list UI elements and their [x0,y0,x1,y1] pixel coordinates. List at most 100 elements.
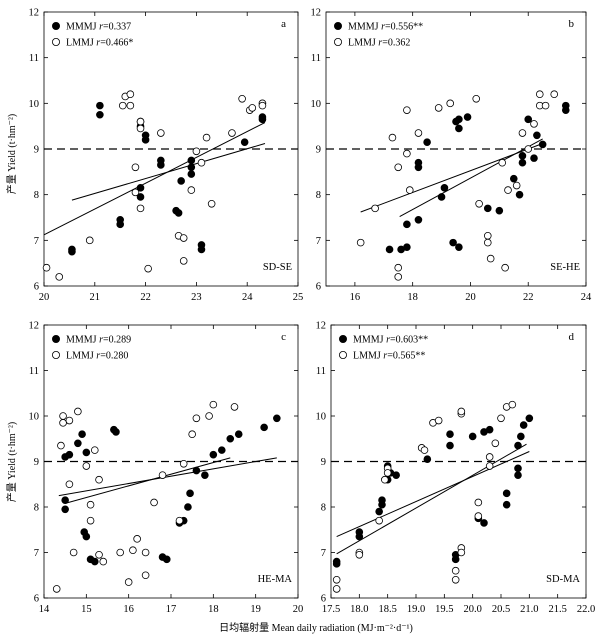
point-lmmj [248,104,257,112]
point-lmmj [355,550,364,559]
point-lmmj [144,264,152,273]
fit-line-lmmj [360,143,543,213]
y-tick-label: 9 [321,457,326,468]
point-lmmj [394,263,403,272]
point-lmmj [474,512,483,520]
x-tick-label: 18 [208,604,219,615]
point-mmmj [240,138,249,146]
point-lmmj [136,124,145,133]
point-lmmj [457,407,466,416]
point-mmmj [561,101,570,110]
x-tick-label: 19.0 [407,604,425,615]
point-mmmj [392,471,400,479]
x-axis-title: 日均辐射量 Mean daily radiation (MJ·m⁻²·d⁻¹) [219,621,413,634]
x-tick-label: 25 [293,292,304,303]
legend-label-lmmj: LMMJ r=0.466* [66,38,133,49]
point-mmmj [116,220,124,229]
point-mmmj [187,156,196,165]
y-tick-label: 7 [321,548,326,559]
point-mmmj [437,193,446,201]
point-lmmj [403,149,411,158]
point-mmmj [414,163,423,172]
point-lmmj [131,163,140,172]
y-tick-label: 11 [29,366,39,377]
legend-marker-mmmj [52,334,61,343]
point-mmmj [186,489,194,498]
panel-letter: c [281,331,286,343]
point-mmmj [530,154,538,162]
point-mmmj [455,124,463,133]
point-mmmj [446,441,454,450]
y-tick-label: 8 [316,190,321,201]
point-lmmj [59,412,67,420]
y-tick-label: 11 [311,53,321,64]
fit-line-mmmj [43,122,266,236]
point-lmmj [95,475,103,484]
point-mmmj [403,220,411,229]
x-tick-label: 24 [242,292,253,303]
region-label: SD-SE [263,262,292,273]
point-mmmj [449,238,457,247]
point-mmmj [451,555,460,564]
point-lmmj [141,548,150,557]
legend-marker-lmmj [52,38,61,47]
point-lmmj [74,407,82,416]
point-mmmj [78,430,86,439]
point-lmmj [99,557,108,566]
y-tick-label: 12 [316,321,327,332]
point-lmmj [141,571,150,580]
point-lmmj [434,104,443,112]
x-tick-label: 20.5 [492,604,510,615]
x-tick-label: 14 [39,604,50,615]
point-lmmj [82,462,91,470]
point-lmmj [483,231,492,240]
panel-c: 6 7 8 9 10 11 12 14 15 16 17 18 19 20 MMMJ r=0.289 LMMJ… [29,321,304,616]
point-lmmj [457,548,466,557]
x-tick-label: 20.0 [463,604,481,615]
x-tick-label: 18.5 [378,604,396,615]
fit-line-mmmj [399,138,543,218]
point-lmmj [209,400,218,409]
y-tick-label: 10 [29,99,40,110]
point-mmmj [234,430,243,439]
point-mmmj [525,414,534,423]
point-mmmj [485,425,494,434]
legend-label-lmmj: LMMJ r=0.362 [348,38,410,49]
point-lmmj [238,94,246,103]
point-lmmj [95,550,103,559]
fit-line-lmmj [58,457,277,497]
point-lmmj [86,516,95,525]
x-tick-label: 24 [581,292,592,303]
point-lmmj [383,469,392,477]
panel-letter: d [569,331,575,343]
point-mmmj [509,174,518,183]
y-tick-label: 7 [34,548,39,559]
point-lmmj [388,133,397,142]
point-lmmj [157,129,165,137]
y-tick-label: 8 [34,503,39,514]
point-mmmj [518,158,527,167]
point-lmmj [136,117,145,126]
point-mmmj [524,115,533,124]
point-lmmj [504,186,512,194]
point-lmmj [474,498,483,507]
point-lmmj [486,254,495,263]
point-lmmj [42,263,51,272]
point-mmmj [403,243,411,251]
y-tick-label: 8 [34,190,39,201]
point-mmmj [61,496,69,504]
x-tick-label: 19.5 [435,604,453,615]
x-tick-label: 17.5 [322,604,340,615]
point-lmmj [451,575,460,584]
point-lmmj [179,234,188,242]
point-lmmj [205,412,213,420]
point-mmmj [218,446,226,454]
point-mmmj [515,190,524,199]
region-label: SE-HE [550,262,580,273]
point-lmmj [414,129,423,137]
point-lmmj [371,204,379,213]
y-axis-title-top: 产量 Yield (t·hm⁻²) [5,114,18,195]
y-tick-label: 11 [29,53,39,64]
point-lmmj [508,400,517,409]
point-lmmj [332,575,341,584]
